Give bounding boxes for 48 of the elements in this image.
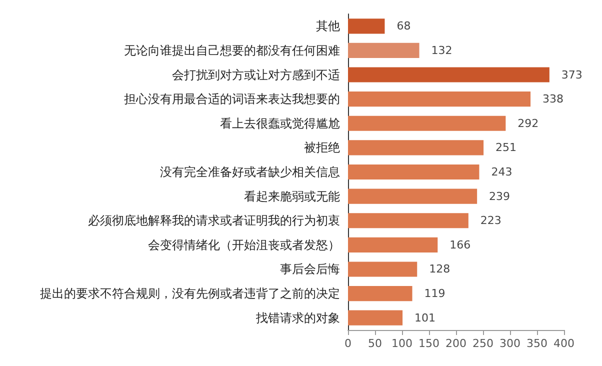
bar <box>348 164 480 180</box>
bar <box>348 42 420 58</box>
data-label: 338 <box>542 92 564 106</box>
bar <box>348 310 403 326</box>
x-tick-label: 250 <box>472 337 494 350</box>
x-tick-label: 150 <box>418 337 440 350</box>
y-tick-label: 看起来脆弱或无能 <box>244 189 340 204</box>
data-label: 223 <box>480 214 502 228</box>
y-tick-label: 会变得情绪化（开始沮丧或者发怒） <box>148 238 340 252</box>
y-tick-label: 其他 <box>316 19 340 34</box>
data-label: 68 <box>396 20 411 33</box>
data-label: 101 <box>414 311 436 324</box>
bar <box>348 188 478 204</box>
data-label: 373 <box>561 68 582 82</box>
x-tick-label: 50 <box>368 337 382 350</box>
data-label: 119 <box>424 287 446 300</box>
data-label: 166 <box>450 238 471 252</box>
y-tick-label: 会打扰到对方或让对方感到不适 <box>172 68 340 82</box>
y-tick-label: 找错请求的对象 <box>255 310 340 325</box>
data-label: 251 <box>496 141 517 154</box>
x-tick-label: 400 <box>554 337 574 350</box>
y-tick-label: 事后会后悔 <box>280 262 340 276</box>
data-label: 239 <box>489 190 510 203</box>
bar <box>348 237 438 252</box>
y-tick-label: 担心没有用最合适的词语来表达我想要的 <box>124 92 340 106</box>
y-tick-label: 提出的要求不符合规则，没有先例或者违背了之前的决定 <box>40 286 340 301</box>
bar <box>348 140 484 156</box>
data-label: 292 <box>518 116 539 130</box>
y-tick-label: 必须彻底地解释我的请求或者证明我的行为初衷 <box>88 214 340 228</box>
data-label: 132 <box>431 44 452 57</box>
x-tick-label: 300 <box>500 337 520 350</box>
bar <box>348 262 418 277</box>
x-tick-label: 350 <box>526 337 548 350</box>
data-label: 243 <box>491 166 512 178</box>
y-tick-label: 被拒绝 <box>304 140 340 155</box>
y-tick-label: 没有完全准备好或者缺少相关信息 <box>160 165 340 179</box>
bar <box>348 286 412 302</box>
data-label: 128 <box>429 262 450 276</box>
x-tick-label: 0 <box>344 337 352 350</box>
bar <box>348 67 550 82</box>
bar <box>348 18 385 34</box>
bar <box>348 92 531 107</box>
x-tick-label: 100 <box>392 337 412 350</box>
bar <box>348 116 506 131</box>
x-tick-label: 200 <box>446 337 466 350</box>
bar <box>348 213 468 228</box>
y-tick-label: 看上去很蠢或觉得尴尬 <box>220 116 340 130</box>
y-tick-label: 无论向谁提出自己想要的都没有任何困难 <box>124 43 340 58</box>
